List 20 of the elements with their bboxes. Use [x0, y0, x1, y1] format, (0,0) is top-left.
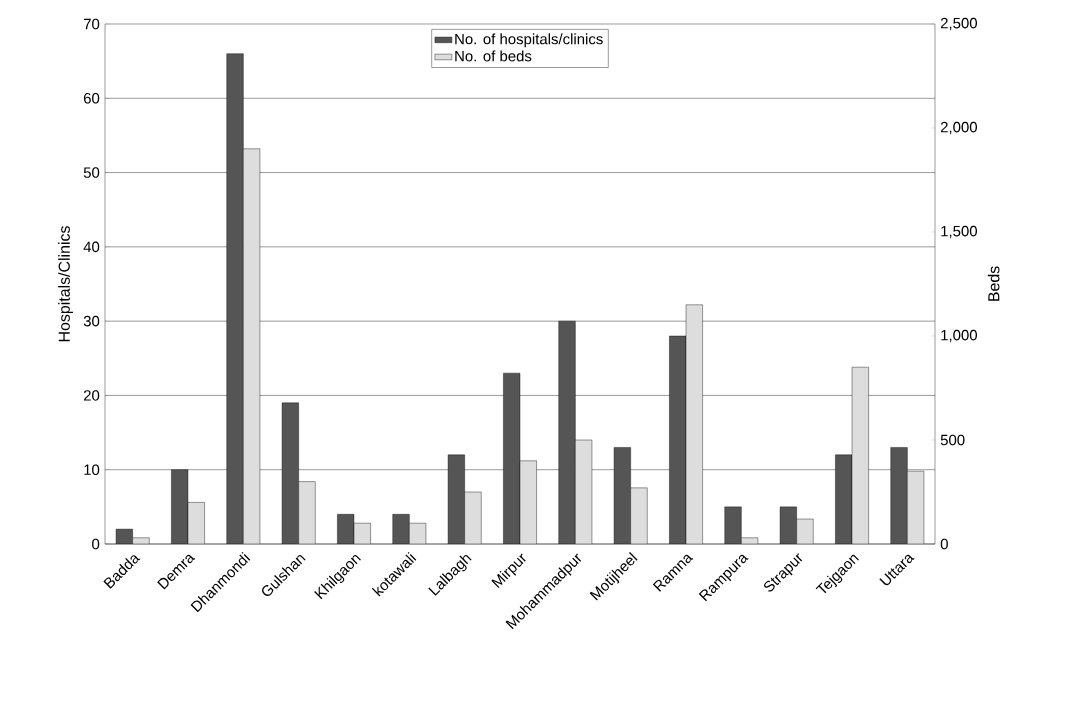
y-tick-label: 0: [92, 538, 100, 550]
y2-tick-label: 2,000: [940, 121, 977, 135]
y-tick-label: 10: [84, 464, 100, 475]
legend-label: No. of beds: [455, 50, 532, 62]
y2-tick-label: 0: [940, 538, 948, 550]
legend-label: No. of hospitals/clinics: [455, 33, 603, 48]
y-tick-label: 50: [83, 167, 100, 178]
y2-tick-label: 1,500: [941, 225, 977, 239]
y-tick-label: 20: [83, 390, 100, 401]
y-tick-label: 40: [83, 241, 100, 253]
bar: [724, 506, 742, 544]
bar: [558, 320, 576, 544]
y-tick-label: 70: [83, 18, 100, 30]
y2-tick-label: 2,500: [940, 17, 977, 31]
y-tick-label: 30: [83, 315, 100, 327]
y-tick-label: 60: [83, 92, 100, 104]
y2-tick-label: 1,000: [941, 329, 977, 343]
y-axis-title: Hospitals/Clinics: [58, 226, 74, 342]
y2-axis-title: Beds: [987, 266, 1000, 301]
y2-tick-label: 500: [940, 434, 965, 446]
